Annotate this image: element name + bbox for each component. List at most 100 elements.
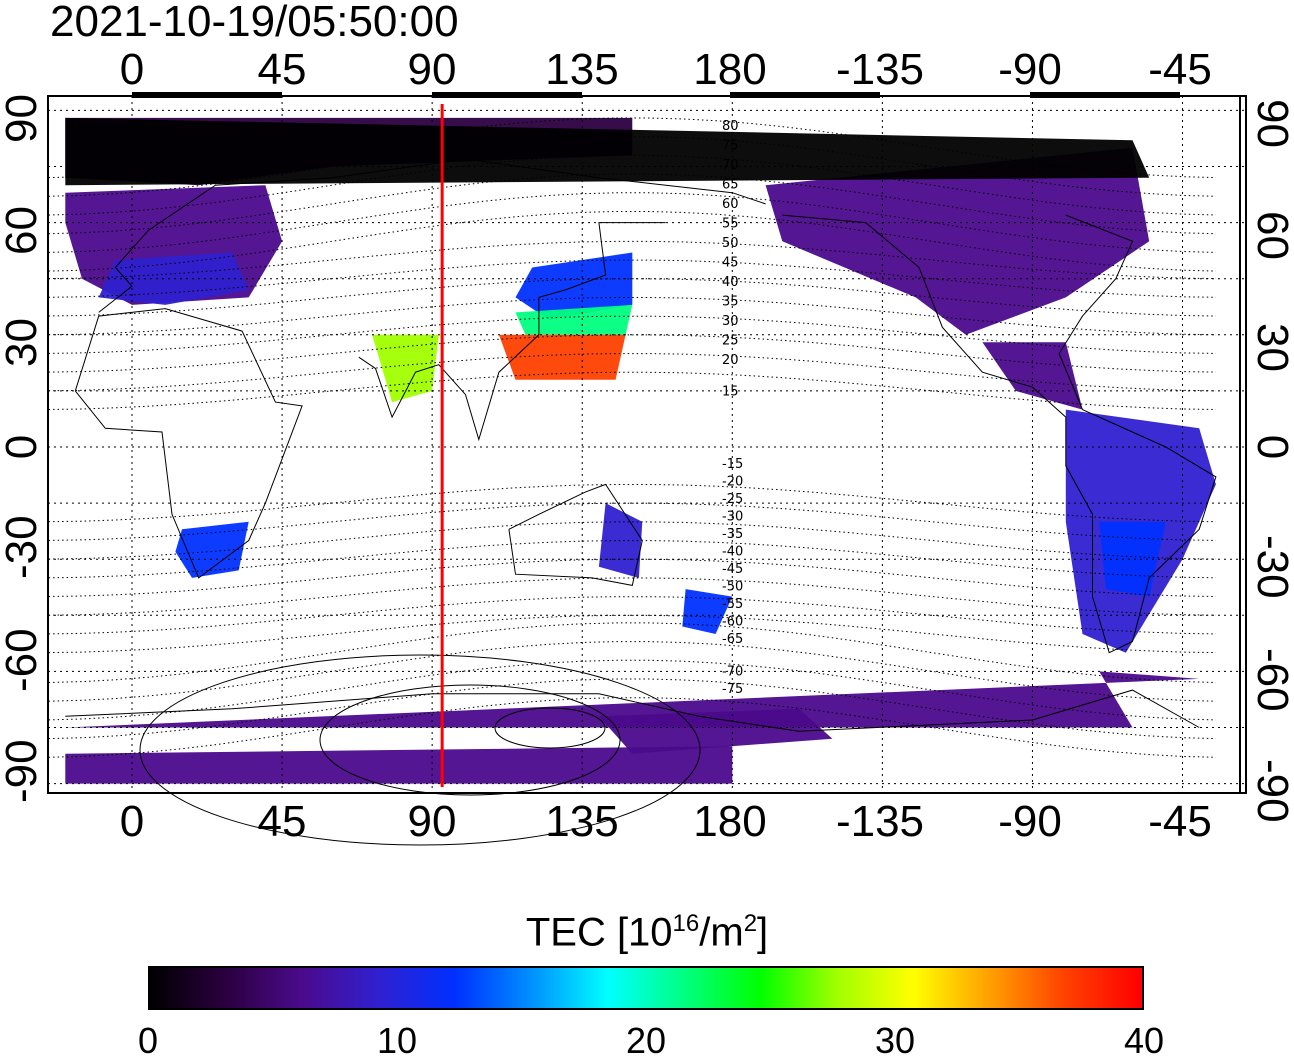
magnetic-pole-contour <box>319 684 621 796</box>
magnetic-latitude-contour <box>48 297 1216 336</box>
top-longitude-tick-label: 135 <box>545 45 619 94</box>
top-longitude-tick-label: 90 <box>407 45 457 94</box>
magnetic-latitude-label: -60 <box>722 615 743 630</box>
colorbar-tick-label: 40 <box>1123 1020 1165 1061</box>
magnetic-latitude-label: 15 <box>722 385 739 400</box>
magnetic-latitude-contour <box>48 278 1216 317</box>
magnetic-latitude-contour <box>48 353 1216 392</box>
colorbar-tick-label: 0 <box>137 1020 159 1061</box>
magnetic-latitude-label: 50 <box>722 236 739 251</box>
magnetic-latitude-contour <box>48 502 1216 541</box>
bottom-longitude-tick-label: -45 <box>1148 797 1212 846</box>
magnetic-latitude-label: -40 <box>722 545 743 560</box>
colorbar-tick-label: 20 <box>625 1020 667 1061</box>
top-longitude-tick-label: 180 <box>693 45 767 94</box>
magnetic-latitude-label: -15 <box>722 457 743 472</box>
magnetic-latitude-label: -50 <box>722 580 743 595</box>
magnetic-latitude-label: 30 <box>722 314 739 329</box>
right-latitude-tick-label: -60 <box>1248 648 1294 712</box>
top-axis-bar <box>1030 92 1180 98</box>
magnetic-pole-contour <box>139 654 701 846</box>
magnetic-latitude-contour <box>48 558 1216 597</box>
magnetic-latitude-label: 25 <box>722 334 739 349</box>
magnetic-pole-contour <box>494 707 606 749</box>
colorbar-title-exponent: 16 <box>672 910 700 937</box>
tec-map: 80 75 70 65 60 55 50 45 40 35 30 25 20 15 -15 -20 -25 -30… <box>47 92 1247 846</box>
top-axis-bar <box>432 92 582 98</box>
bottom-longitude-tick-label: 135 <box>545 797 619 846</box>
tec-patch <box>65 746 733 784</box>
magnetic-latitude-label: -55 <box>722 597 743 612</box>
left-latitude-tick-label: 60 <box>0 206 46 255</box>
coastline <box>74 308 303 579</box>
magnetic-latitude-contour <box>48 371 1216 410</box>
magnetic-latitude-label: -45 <box>722 562 743 577</box>
magnetic-latitude-label: 80 <box>722 119 739 134</box>
top-longitude-tick-label: 0 <box>119 45 145 94</box>
coastline <box>782 214 1217 654</box>
tec-patch <box>175 521 249 578</box>
bottom-longitude-tick-label: -90 <box>998 797 1062 846</box>
magnetic-latitude-label: 55 <box>722 217 739 232</box>
coastline <box>508 483 643 586</box>
magnetic-latitude-contour <box>48 596 1216 635</box>
magnetic-latitude-label: 35 <box>722 295 739 310</box>
right-latitude-tick-label: 0 <box>1248 434 1294 460</box>
right-latitude-tick-label: 30 <box>1248 323 1294 372</box>
right-axis-bar <box>1239 95 1247 794</box>
right-latitude-tick-label: 60 <box>1248 211 1294 260</box>
tec-patch <box>982 342 1083 410</box>
magnetic-latitude-label: -25 <box>722 492 743 507</box>
bottom-longitude-tick-label: 0 <box>119 797 145 846</box>
right-latitude-tick-label: 90 <box>1248 99 1294 148</box>
magnetic-latitude-label: -70 <box>722 665 743 680</box>
bottom-longitude-tick-label: -135 <box>835 797 925 846</box>
coastline <box>358 222 666 442</box>
tec-patch <box>98 252 249 305</box>
colorbar-title-prefix: TEC [10 <box>525 910 673 955</box>
magnetic-latitude-contour <box>48 259 1216 298</box>
top-longitude-tick-label: 45 <box>257 45 307 94</box>
magnetic-latitude-label: 60 <box>722 197 739 212</box>
tec-patch <box>515 252 633 320</box>
magnetic-latitude-contour <box>48 540 1216 579</box>
magnetic-latitude-label: -35 <box>722 527 743 542</box>
magnetic-latitude-contour <box>48 521 1216 560</box>
tec-patch <box>65 117 1150 186</box>
colorbar-tick-label: 10 <box>376 1020 418 1061</box>
tec-patch <box>372 334 439 403</box>
magnetic-latitude-label: 40 <box>722 275 739 290</box>
tec-patch <box>515 304 633 335</box>
colorbar-title-unit-exponent: 2 <box>743 910 758 937</box>
magnetic-latitude-contour <box>48 315 1216 354</box>
right-latitude-tick-label: -30 <box>1248 535 1294 599</box>
top-axis-bar <box>730 92 880 98</box>
tec-patch <box>65 671 1200 728</box>
magnetic-latitude-label: 70 <box>722 158 739 173</box>
magnetic-latitude-label: 20 <box>722 353 739 368</box>
timestamp-title: 2021-10-19/05:50:00 <box>50 0 459 46</box>
magnetic-latitude-contour <box>48 577 1216 616</box>
right-latitude-tick-label: -90 <box>1248 759 1294 823</box>
magnetic-latitude-label: -75 <box>722 682 743 697</box>
magnetic-latitude-label: 65 <box>722 178 739 193</box>
colorbar-title-unit: /m <box>699 910 744 955</box>
bottom-longitude-tick-label: 90 <box>407 797 457 846</box>
colorbar-title: TEC [1016/m2] <box>0 910 1294 955</box>
left-latitude-tick-label: 0 <box>0 434 46 460</box>
coastline <box>98 158 766 313</box>
bottom-longitude-tick-label: 180 <box>693 797 767 846</box>
left-latitude-tick-label: 30 <box>0 318 46 367</box>
magnetic-latitude-label: -30 <box>722 510 743 525</box>
colorbar <box>148 966 1144 1010</box>
magnetic-latitude-contour <box>48 484 1216 523</box>
left-latitude-tick-label: -90 <box>0 739 46 803</box>
magnetic-latitude-contour <box>48 334 1216 373</box>
colorbar-title-suffix: ] <box>757 910 769 955</box>
left-latitude-tick-label: -60 <box>0 628 46 692</box>
top-longitude-tick-label: -45 <box>1148 45 1212 94</box>
magnetic-latitude-contour <box>48 240 1216 280</box>
top-longitude-tick-label: -90 <box>998 45 1062 94</box>
tec-patch <box>682 589 733 634</box>
magnetic-latitude-contour <box>48 614 1216 654</box>
